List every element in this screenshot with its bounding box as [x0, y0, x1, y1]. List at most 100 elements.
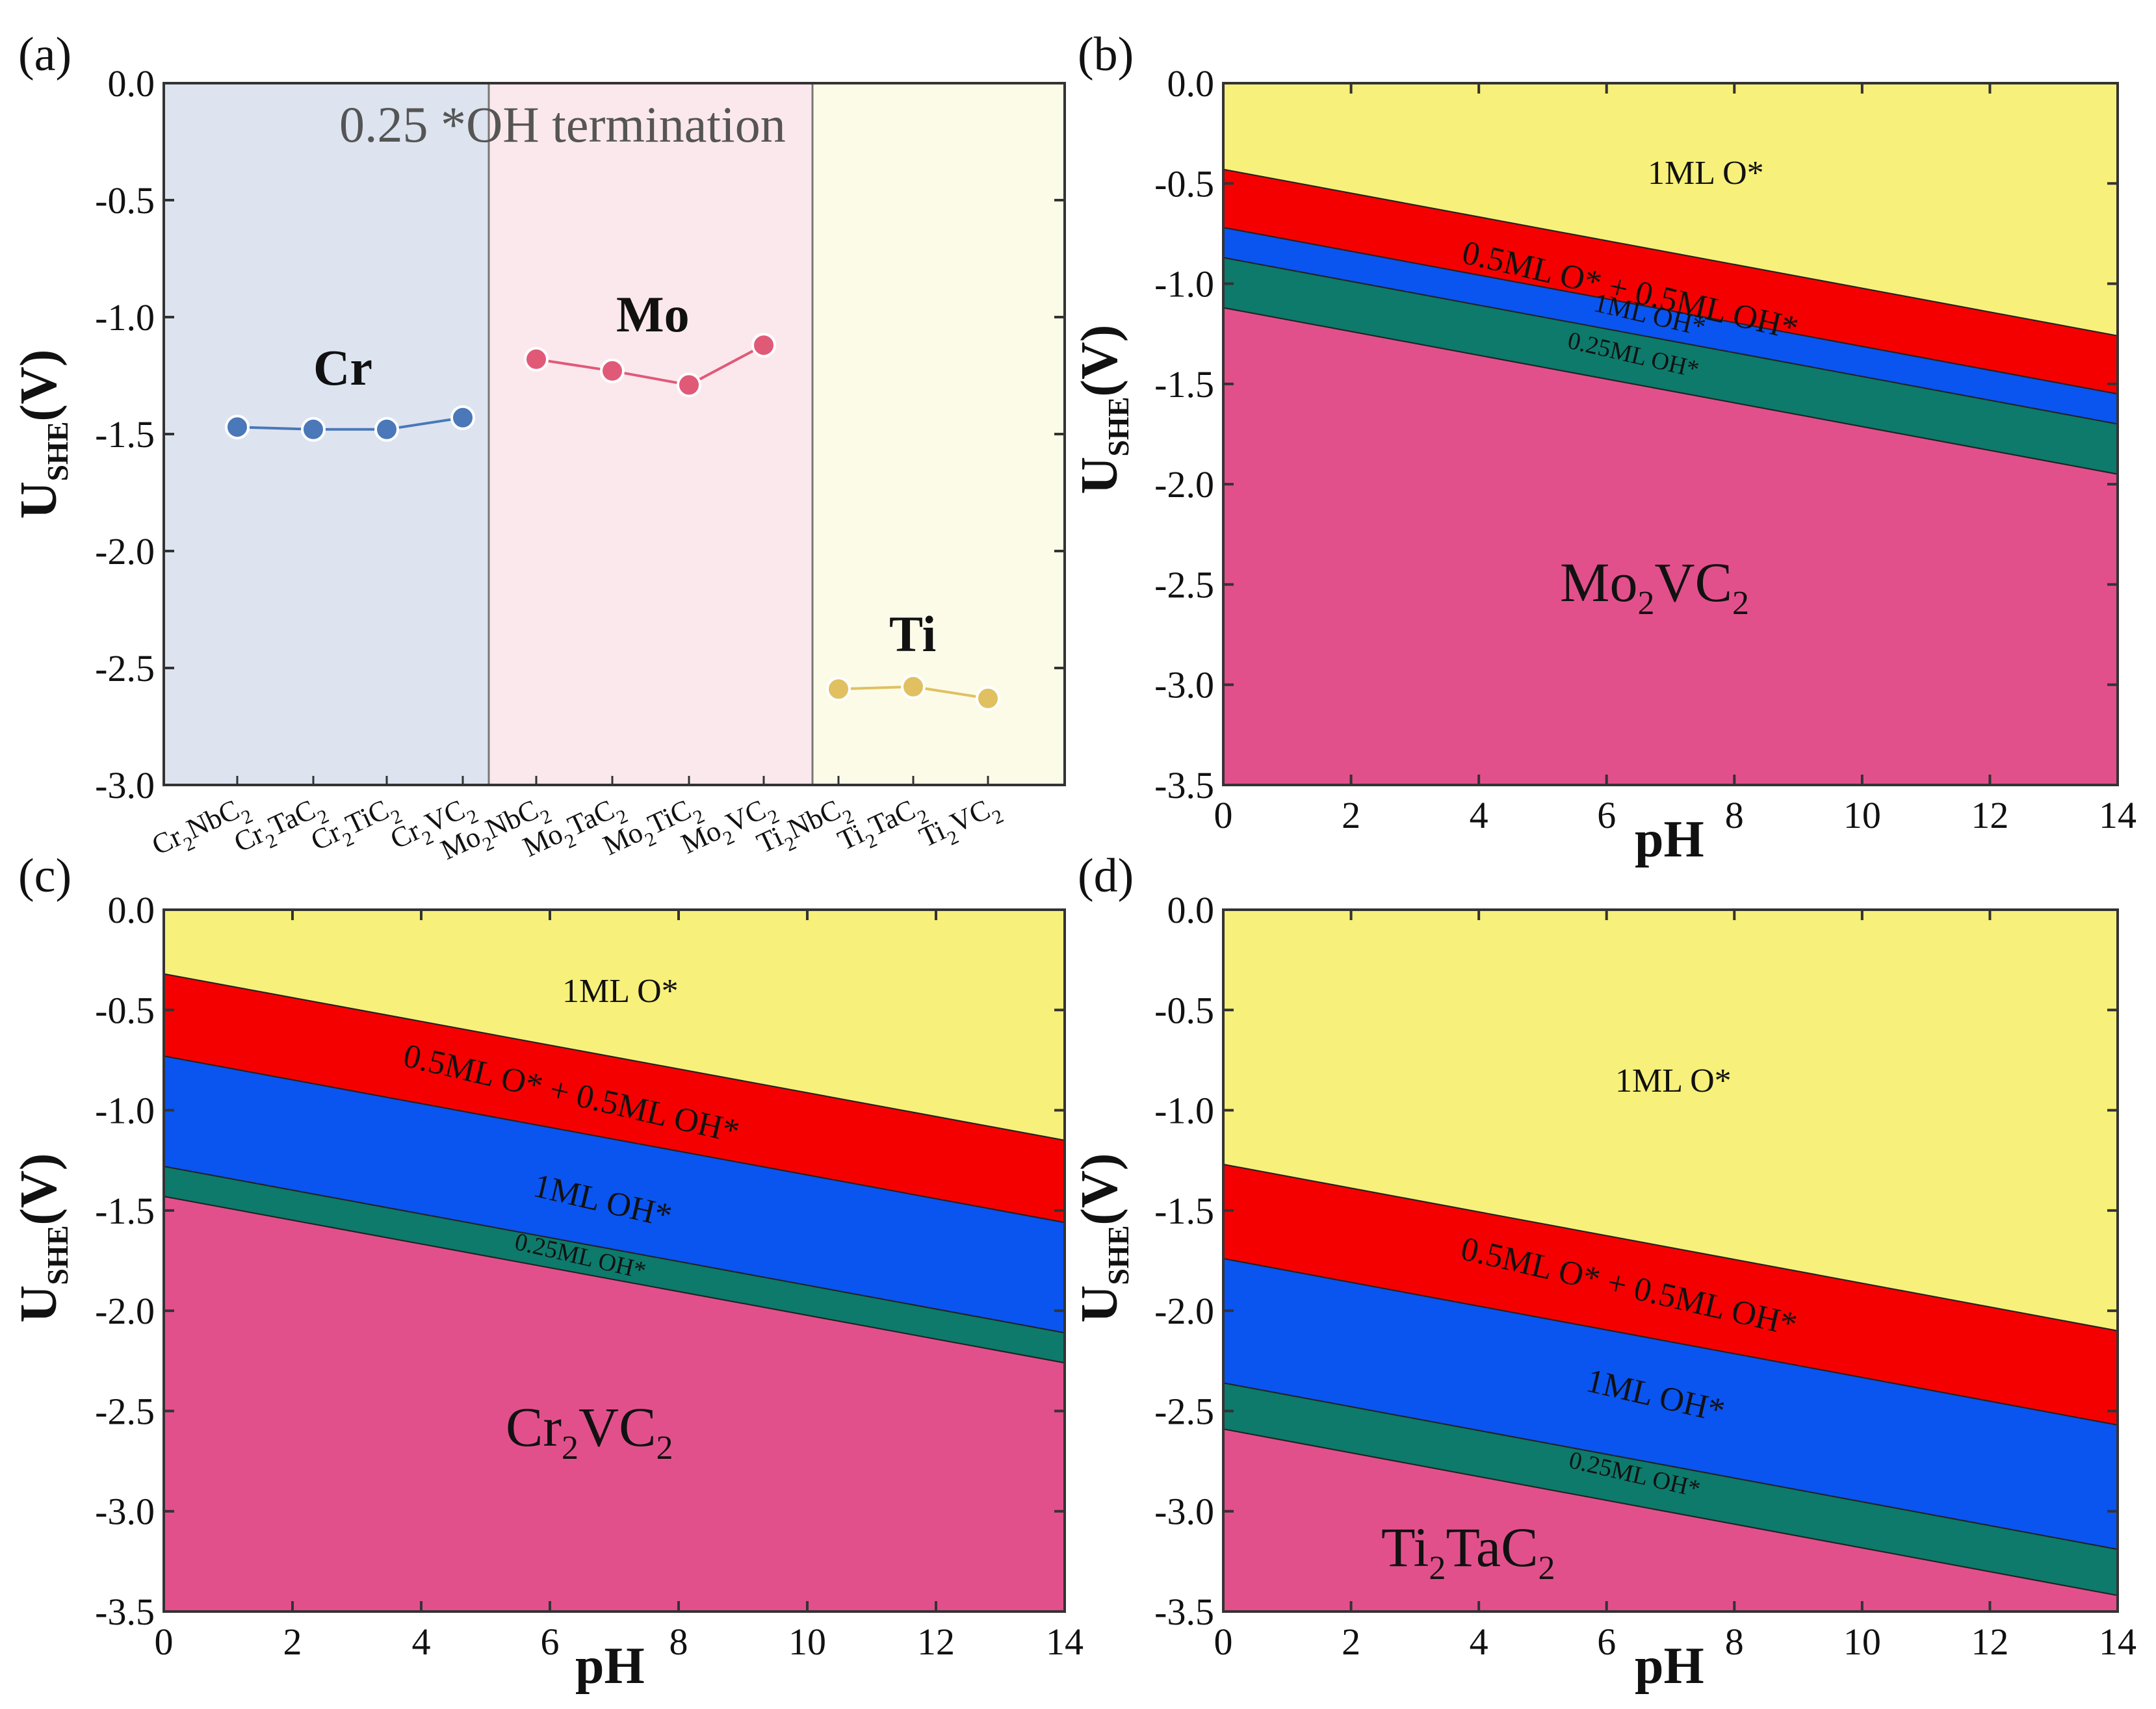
tick-label: 6	[1597, 794, 1616, 836]
panel-b-pourbaix: 0.0 -0.5 -1.0 -1.5 -2.0 -2.5 -3.0 -3.50 2 4 6 8 10 12…	[1071, 28, 2137, 868]
data-point-mo	[524, 346, 549, 372]
tick-label: 12	[1971, 794, 2008, 836]
tick-label: -2.0	[95, 530, 155, 572]
panel-label: (b)	[1078, 28, 1134, 81]
panel-d-pourbaix: 0.0 -0.5 -1.0 -1.5 -2.0 -2.5 -3.0 -3.50 2 4 6 8 10 12…	[1071, 849, 2137, 1695]
tick-label: -1.5	[95, 413, 155, 456]
plot-frame	[1222, 82, 2119, 786]
chart-title: 0.25 *OH termination	[339, 96, 786, 153]
tick-label: 12	[1971, 1621, 2008, 1663]
tick-label: -2.5	[1154, 1390, 1214, 1432]
region-label-o: 1ML O*	[1615, 1062, 1732, 1099]
group-label: Cr	[313, 339, 372, 396]
tick-label: -1.0	[95, 296, 155, 339]
x-axis-label: pH	[1635, 1638, 1704, 1695]
series-line-cr	[237, 416, 463, 431]
plot-frame	[1222, 908, 2119, 1613]
panel-label: (c)	[18, 849, 71, 903]
panel-a-bg-cr	[164, 83, 489, 785]
tick-label: 2	[283, 1621, 302, 1663]
tick-label: -0.5	[1154, 162, 1214, 205]
tick-label: 0.0	[1167, 889, 1215, 931]
tick-label: -2.5	[95, 647, 155, 689]
data-point-cr	[301, 417, 326, 442]
tick-label: -1.0	[1154, 1090, 1214, 1132]
tick-label: 14	[1046, 1621, 1084, 1663]
x-tick-label: Ti2VC2	[915, 790, 1007, 860]
compound-label: Cr2VC2	[506, 1396, 673, 1467]
tick-label: -3.0	[95, 764, 155, 806]
series-line-mo	[536, 344, 764, 387]
tick-label: 2	[1342, 1621, 1360, 1663]
tick-label: -1.5	[1154, 363, 1214, 405]
tick-label: 0	[155, 1621, 174, 1663]
data-point-ti	[901, 674, 926, 699]
tick-label: -2.5	[95, 1390, 155, 1432]
data-point-cr	[374, 417, 399, 442]
tick-label: -1.5	[1154, 1190, 1214, 1232]
panel-c-pourbaix: 0.0 -0.5 -1.0 -1.5 -2.0 -2.5 -3.0 -3.50 2 4 6 8 10 12…	[10, 849, 1084, 1695]
tick-label: 14	[2099, 794, 2137, 836]
data-point-mo	[751, 333, 776, 358]
tick-label: -1.0	[95, 1090, 155, 1132]
data-point-mo	[600, 358, 625, 383]
svg-text:USHE(V): USHE(V)	[10, 350, 74, 519]
plot-frame	[162, 908, 1066, 1613]
panel-a-bg-ti	[812, 83, 1065, 785]
panel-a-bg-mo	[489, 83, 812, 785]
tick-label: 0.0	[108, 889, 155, 931]
tick-label: 0.0	[1167, 62, 1215, 105]
tick-label: 14	[2099, 1621, 2137, 1663]
panel-a-scatter: 0.0-0.5-1.0-1.5-2.0-2.5-3.0Cr2NbC2Cr2TaC…	[10, 28, 1066, 866]
tick-label: -1.5	[95, 1190, 155, 1232]
tick-label: 10	[788, 1621, 826, 1663]
tick-label: -3.0	[95, 1491, 155, 1533]
tick-label: -2.5	[1154, 563, 1214, 606]
tick-label: -3.5	[1154, 1591, 1214, 1633]
tick-label: 4	[412, 1621, 431, 1663]
x-axis-label: pH	[1635, 811, 1704, 868]
tick-label: -0.5	[1154, 989, 1214, 1031]
tick-label: 12	[917, 1621, 955, 1663]
tick-label: 6	[541, 1621, 560, 1663]
tick-label: 10	[1843, 794, 1881, 836]
panel-label: (a)	[18, 28, 71, 81]
svg-text:USHE(V): USHE(V)	[1071, 1153, 1135, 1323]
region-label-o: 1ML O*	[562, 973, 679, 1010]
tick-label: 6	[1597, 1621, 1616, 1663]
y-axis-label: USHE(V)	[10, 1153, 74, 1323]
tick-label: -2.0	[95, 1290, 155, 1332]
tick-label: -2.0	[1154, 1290, 1214, 1332]
y-axis-label: USHE(V)	[10, 350, 74, 519]
region-label-o: 1ML O*	[1648, 155, 1764, 192]
tick-label: -3.0	[1154, 1491, 1214, 1533]
data-point-cr	[225, 415, 250, 440]
data-point-cr	[450, 405, 475, 430]
tick-label: -3.5	[1154, 764, 1214, 806]
group-label: Ti	[889, 606, 936, 662]
tick-label: 2	[1342, 794, 1360, 836]
tick-label: 10	[1843, 1621, 1881, 1663]
tick-label: 8	[1725, 1621, 1744, 1663]
data-point-ti	[826, 676, 851, 702]
tick-label: 4	[1470, 1621, 1488, 1663]
tick-label: -3.0	[1154, 664, 1214, 706]
data-point-mo	[677, 372, 701, 398]
panel-label: (d)	[1078, 849, 1134, 903]
tick-label: -2.0	[1154, 463, 1214, 506]
tick-label: 0	[1214, 794, 1233, 836]
y-axis-label: USHE(V)	[1071, 325, 1135, 495]
tick-label: -3.5	[95, 1591, 155, 1633]
x-axis-label: pH	[575, 1638, 645, 1695]
svg-text:USHE(V): USHE(V)	[1071, 325, 1135, 495]
compound-label: Mo2VC2	[1560, 551, 1749, 622]
compound-label: Ti2TaC2	[1381, 1516, 1555, 1587]
tick-label: -0.5	[95, 989, 155, 1031]
tick-label: 0	[1214, 1621, 1233, 1663]
y-axis-label: USHE(V)	[1071, 1153, 1135, 1323]
tick-label: 4	[1470, 794, 1488, 836]
tick-label: 8	[1725, 794, 1744, 836]
data-point-ti	[976, 686, 1000, 711]
group-label: Mo	[616, 286, 690, 342]
